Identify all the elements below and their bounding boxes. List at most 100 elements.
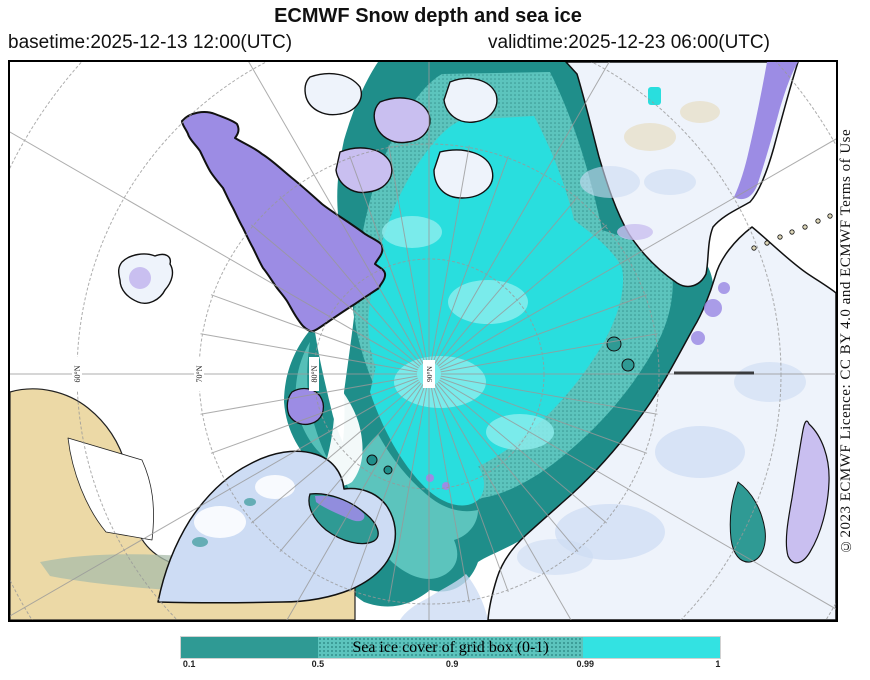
siberia-snow-mottle xyxy=(655,426,745,478)
basetime-label: basetime:2025-12-13 12:00(UTC) xyxy=(8,32,293,53)
meridian-line xyxy=(430,145,470,363)
meridian-line xyxy=(430,385,470,603)
colorbar-title: Sea ice cover of grid box (0-1) xyxy=(352,639,549,656)
franz-josef-island xyxy=(383,465,393,475)
meridian-line xyxy=(200,333,418,373)
chukotka-snow-deep-spot xyxy=(718,282,730,294)
franz-josef-island xyxy=(366,454,378,466)
meridian-line xyxy=(439,138,836,369)
meridian-line xyxy=(440,375,658,415)
canada-bare-patch xyxy=(680,101,720,123)
map-canvas: 60°N 70°N 80°N 90°N xyxy=(8,60,838,622)
meridian-line xyxy=(432,155,509,363)
colorbar-tick: 1 xyxy=(715,659,721,669)
colorbar-tick: 0.9 xyxy=(445,659,459,669)
siberia-snow-mottle xyxy=(734,362,806,402)
ice-bright-patch xyxy=(486,414,554,450)
meridian-line xyxy=(248,62,424,364)
validtime-label: validtime:2025-12-23 06:00(UTC) xyxy=(488,32,770,53)
canada-snow-mottle xyxy=(580,166,640,198)
ice-bright-patch xyxy=(448,280,528,324)
meridian-line xyxy=(250,381,421,524)
colorbar-tick-labels: 0.1 0.5 0.9 0.99 1 xyxy=(181,659,721,673)
meridian-line xyxy=(210,377,418,454)
meridian-line xyxy=(388,385,428,603)
east-greenland-ice-band-mid xyxy=(295,342,328,460)
archipelago-island xyxy=(433,149,494,199)
archipelago-island xyxy=(335,147,393,194)
pole-label-90n: 90°N xyxy=(425,365,434,381)
meridian-line xyxy=(437,224,608,367)
latitude-label-80n: 80°N xyxy=(310,365,319,382)
alaska-panhandle-snow-deep-band xyxy=(734,62,798,200)
meridian-line xyxy=(210,294,418,371)
canada-snow-mottle xyxy=(644,169,696,195)
arctic-archipelago-group xyxy=(304,72,498,199)
meridian-line xyxy=(200,375,418,415)
meridian-line xyxy=(440,377,648,454)
chukotka-snow-deep-spot xyxy=(704,299,722,317)
meridian-line xyxy=(436,195,579,366)
latitude-label-60n: 60°N xyxy=(73,365,82,382)
colorbar-tick: 0.5 xyxy=(311,659,325,669)
north-america-landmass-group xyxy=(565,62,799,288)
channel-ice-patch xyxy=(648,87,661,105)
siberia-snow-mottle xyxy=(517,539,593,575)
meridian-line xyxy=(432,385,509,593)
meridian-line xyxy=(279,382,422,553)
iceland-snow-patch xyxy=(129,267,151,289)
severnaya-zemlya-island xyxy=(606,336,622,352)
meridian-line xyxy=(10,379,419,617)
colorbar-segment-mid xyxy=(317,637,584,658)
latitude-label-70n: 70°N xyxy=(195,365,204,382)
meridian-line xyxy=(440,333,658,373)
scandinavia-snow-land xyxy=(157,450,397,604)
archipelago-island xyxy=(443,77,498,123)
meridian-line xyxy=(434,384,572,620)
colorbar-segment-high xyxy=(583,637,720,658)
archipelago-island xyxy=(304,72,362,116)
north-sea-open-water xyxy=(67,437,154,541)
polar-map-svg: 60°N 70°N 80°N 90°N xyxy=(10,62,836,620)
europe-landmass-group xyxy=(10,388,488,620)
canada-bare-patch xyxy=(624,123,676,151)
meridian-line xyxy=(250,224,421,367)
copyright-vertical-text: ©2023 ECMWF Licence: CC BY 4.0 and ECMWF… xyxy=(838,128,854,554)
page-title: ECMWF Snow depth and sea ice xyxy=(274,5,582,27)
wrangel-ice-island xyxy=(729,481,766,563)
graticule-group xyxy=(10,62,836,620)
meridian-line xyxy=(439,379,836,610)
meridian-line xyxy=(436,382,579,553)
chukotka-snow-deep-spot xyxy=(691,331,705,345)
meridian-line xyxy=(279,195,422,366)
greenland-sea-open-water xyxy=(322,388,363,487)
barents-snow-islet xyxy=(426,474,434,482)
meridian-line xyxy=(388,145,428,363)
meridian-line xyxy=(10,131,419,369)
meridian-line xyxy=(440,294,648,371)
sea-ice-colorbar: Sea ice cover of grid box (0-1) xyxy=(180,636,721,659)
aleutian-island-chain xyxy=(751,213,833,251)
archipelago-island xyxy=(373,97,431,144)
beaufort-coast-lavender xyxy=(617,224,653,240)
kamchatka-snow-band xyxy=(785,420,830,564)
pole-label-box xyxy=(423,360,435,388)
meridian-line xyxy=(349,155,426,363)
colorbar-tick: 0.1 xyxy=(182,659,196,669)
novaya-zemlya-snow-stripe xyxy=(315,495,365,522)
colorbar-segment-low xyxy=(181,637,318,658)
scandinavia-mountain-spot xyxy=(244,498,256,506)
ice-bright-patch xyxy=(382,216,442,248)
colorbar-tick: 0.99 xyxy=(576,659,595,669)
ice-high-barents-lobe xyxy=(370,358,484,506)
scandinavia-snow-patch xyxy=(194,506,246,538)
latitude-labels-group: 60°N 70°N 80°N 90°N xyxy=(72,357,435,391)
severnaya-zemlya-island xyxy=(621,358,635,372)
latitude-label-box xyxy=(309,357,319,391)
meridian-line xyxy=(349,385,426,593)
latitude-label-box xyxy=(72,357,82,391)
meridian-line xyxy=(434,62,610,364)
meridian-line xyxy=(286,384,424,620)
greenland-landmass xyxy=(181,111,387,333)
